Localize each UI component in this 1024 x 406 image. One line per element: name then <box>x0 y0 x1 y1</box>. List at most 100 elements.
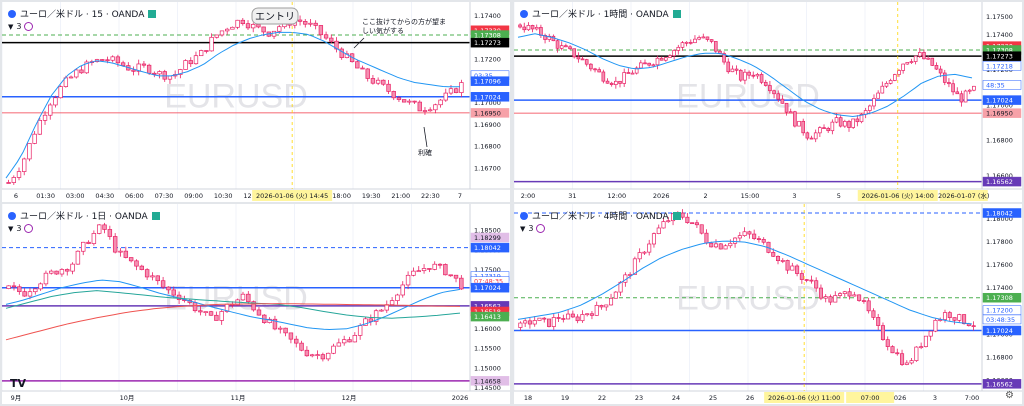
candle-body <box>416 270 421 273</box>
note-text: しい気がする <box>362 26 404 35</box>
candle-body <box>733 237 738 244</box>
candle-body <box>604 304 609 308</box>
candle-body <box>676 46 681 51</box>
candle-body <box>637 252 642 260</box>
x-tick-label: 15:00 <box>741 192 760 200</box>
candle-body <box>833 295 838 303</box>
price-label: 1.16413 <box>474 313 501 321</box>
candle-body <box>437 263 443 266</box>
candle-body <box>411 270 416 276</box>
candle-body <box>68 76 74 79</box>
candle-body <box>198 50 204 57</box>
candle-body <box>768 85 772 92</box>
candle-body <box>407 100 412 103</box>
price-label-bg <box>982 95 1022 105</box>
candle-body <box>534 27 539 30</box>
price-label: 1.17218 <box>986 62 1013 70</box>
y-tick-label: 1.17000 <box>474 99 501 107</box>
candle-body <box>110 56 115 61</box>
candle-body <box>697 37 701 40</box>
candle-body <box>575 316 580 322</box>
candle-body <box>49 270 54 274</box>
candle-body <box>756 238 761 240</box>
candle-body <box>609 82 614 85</box>
candle-body <box>370 78 376 84</box>
candle-body <box>776 93 781 100</box>
candle-body <box>780 260 785 262</box>
price-label: 1.16562 <box>986 380 1013 388</box>
candle-body <box>743 71 747 81</box>
candle-body <box>6 182 11 184</box>
candle-body <box>551 317 556 327</box>
indicator-toggle[interactable]: ▼ 3 <box>520 224 546 233</box>
x-tick-label: 18:00 <box>332 192 351 200</box>
market-flag-icon <box>672 211 681 220</box>
candle-body <box>594 305 599 316</box>
price-label-bg <box>982 108 1022 118</box>
candle-body <box>155 275 160 282</box>
x-tick-label: 21:00 <box>391 192 410 200</box>
y-tick-label: 1.16800 <box>474 143 501 151</box>
candle-body <box>530 25 535 30</box>
candle-body <box>315 354 320 356</box>
candle-body <box>453 274 459 279</box>
watermark-text: EURUSD <box>676 280 820 318</box>
x-tick-label: 19:30 <box>362 192 381 200</box>
indicator-toggle[interactable]: ▼ 3 <box>8 22 34 31</box>
y-tick-label: 1.18000 <box>986 215 1013 223</box>
candle-body <box>84 61 89 74</box>
indicator-icon <box>24 224 34 233</box>
candle-body <box>897 70 901 75</box>
indicator-icon <box>24 22 34 31</box>
price-label-bg <box>470 108 510 118</box>
candle-body <box>884 82 889 87</box>
entry-callout <box>251 7 299 25</box>
candle-body <box>43 272 49 285</box>
candle-body <box>622 72 626 84</box>
chart-panel-1d[interactable]: EURUSD1.185001.180001.175001.170001.1650… <box>2 204 510 404</box>
candle-body <box>751 74 756 77</box>
candle-body <box>304 349 310 357</box>
candle-body <box>391 91 396 99</box>
chart-panel-4h[interactable]: EURUSD 1.18000 1.17800 1.17600 1.17400 1.1720… <box>514 204 1022 404</box>
chart-svg-15m: EURUSD1.174001.173001.172001.171001.1700… <box>2 2 510 202</box>
candle-body <box>630 72 635 75</box>
candle-body <box>872 97 876 107</box>
price-label: 1.17308 <box>986 294 1013 302</box>
candle-body <box>672 50 676 57</box>
candle-body <box>709 39 714 42</box>
x-tick-label: 7 <box>458 192 462 200</box>
candle-body <box>855 118 860 123</box>
price-label-bg <box>470 92 510 102</box>
candle-body <box>651 233 656 245</box>
candle-body <box>952 317 957 321</box>
candle-body <box>947 82 951 85</box>
candle-body <box>747 71 751 76</box>
ma2-line <box>5 290 461 319</box>
settings-gear-icon[interactable]: ⚙ <box>1005 390 1014 401</box>
chart-panel-15m[interactable]: EURUSD1.174001.173001.172001.171001.1700… <box>2 2 510 202</box>
y-tick-label: 1.17500 <box>474 266 501 274</box>
candle-body <box>599 305 604 308</box>
x-tick-label: 18 <box>524 394 532 402</box>
candle-body <box>96 224 102 234</box>
candle-body <box>659 57 664 61</box>
candle-body <box>609 297 614 306</box>
candle-body <box>726 61 731 73</box>
indicator-toggle[interactable]: ▼ 3 <box>8 224 34 233</box>
candle-body <box>522 26 527 31</box>
candle-body <box>713 243 719 248</box>
x-tick-label: 06:00 <box>125 192 144 200</box>
candle-body <box>793 111 797 127</box>
candle-body <box>357 325 363 336</box>
candle-body <box>336 342 342 347</box>
candle-body <box>795 265 800 274</box>
candle-body <box>193 55 199 65</box>
chart-panel-1h[interactable]: EURUSD1.175001.174001.172001.170001.1680… <box>514 2 1022 202</box>
candle-body <box>310 354 315 357</box>
y-tick-label: 1.18500 <box>474 227 501 235</box>
x-tick-label: 22 <box>598 394 606 402</box>
candle-body <box>22 158 27 172</box>
candle-body <box>183 60 188 70</box>
candle-body <box>771 252 776 257</box>
